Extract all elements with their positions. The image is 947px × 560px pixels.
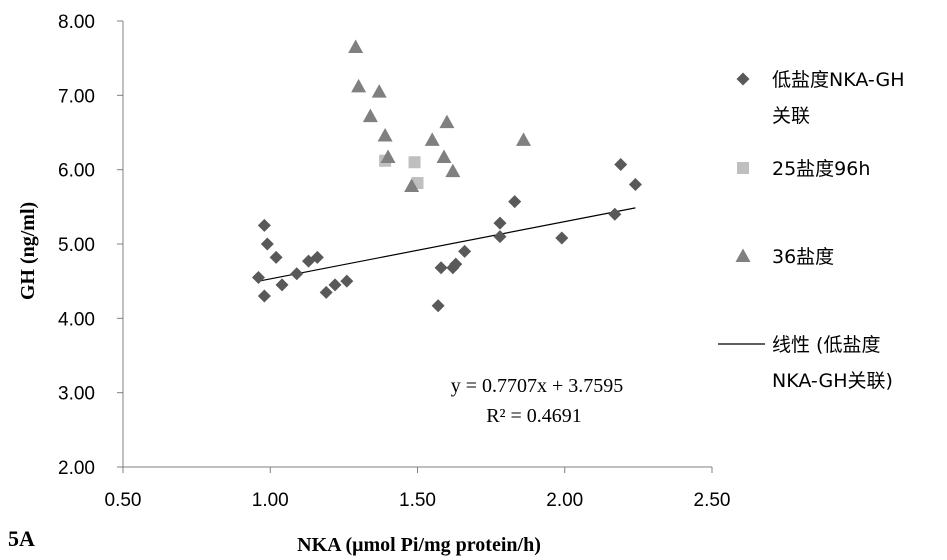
axes: 2.00 3.00 4.00 5.00 6.00 7.00 8.00 0.50 1.00 1.50… bbox=[58, 12, 730, 511]
x-tick-label: 0.50 bbox=[105, 490, 142, 511]
data-point-diamond bbox=[431, 299, 445, 313]
data-point-square bbox=[408, 156, 421, 169]
y-tick-label: 5.00 bbox=[58, 235, 95, 256]
y-tick-label: 7.00 bbox=[58, 86, 95, 107]
data-point-diamond bbox=[257, 218, 271, 232]
data-point-triangle bbox=[404, 178, 420, 193]
trendline-r-squared: R² = 0.4691 bbox=[486, 405, 582, 427]
data-point-diamond bbox=[328, 278, 342, 292]
data-point-diamond bbox=[319, 285, 333, 299]
data-point-diamond bbox=[508, 195, 522, 209]
legend-label: 36盐度 bbox=[772, 246, 834, 268]
y-tick-label: 2.00 bbox=[58, 458, 95, 479]
data-point-triangle bbox=[445, 163, 461, 178]
data-point-diamond bbox=[257, 289, 271, 303]
data-point-triangle bbox=[439, 114, 455, 129]
x-tick-label: 1.50 bbox=[399, 490, 436, 511]
panel-label: 5A bbox=[8, 526, 35, 551]
trendline bbox=[258, 207, 636, 282]
data-point-diamond bbox=[608, 207, 622, 221]
data-point-diamond bbox=[555, 231, 569, 245]
data-point-triangle bbox=[424, 132, 440, 146]
data-point-triangle bbox=[371, 84, 387, 98]
y-tick-label: 6.00 bbox=[58, 161, 95, 182]
legend-label: 关联 bbox=[772, 105, 810, 127]
data-point-diamond bbox=[493, 216, 507, 230]
data-point-diamond bbox=[434, 261, 448, 275]
data-point-diamond bbox=[290, 267, 304, 281]
y-tick-label: 4.00 bbox=[58, 309, 95, 330]
data-point-diamond bbox=[275, 278, 289, 292]
data-point-triangle bbox=[362, 108, 378, 123]
trendline-layer bbox=[258, 207, 636, 282]
data-point-diamond bbox=[269, 250, 283, 264]
data-point-triangle bbox=[348, 39, 364, 54]
y-axis-title: GH (ng/ml) bbox=[17, 202, 39, 300]
data-marks bbox=[251, 39, 642, 313]
x-tick-label: 2.00 bbox=[546, 490, 583, 511]
data-point-triangle bbox=[516, 132, 532, 146]
legend-label: 线性 (低盐度 bbox=[772, 334, 880, 356]
data-point-triangle bbox=[380, 149, 396, 164]
data-point-diamond bbox=[614, 157, 628, 171]
data-point-diamond bbox=[260, 237, 274, 251]
legend-marker-square bbox=[737, 162, 749, 174]
x-axis-title: NKA (μmol Pi/mg protein/h) bbox=[297, 534, 541, 556]
data-point-diamond bbox=[340, 274, 354, 288]
y-tick-label: 3.00 bbox=[58, 384, 95, 405]
data-point-diamond bbox=[310, 250, 324, 264]
legend-label: 25盐度96h bbox=[772, 158, 870, 180]
legend-marker-diamond bbox=[736, 72, 750, 86]
legend-label: NKA-GH关联) bbox=[772, 370, 893, 392]
data-point-diamond bbox=[251, 270, 265, 284]
data-point-triangle bbox=[377, 127, 393, 142]
data-point-diamond bbox=[493, 230, 507, 244]
x-tick-label: 1.00 bbox=[252, 490, 289, 511]
data-point-diamond bbox=[449, 257, 463, 271]
data-point-diamond bbox=[628, 178, 642, 192]
y-tick-label: 8.00 bbox=[58, 12, 95, 33]
x-tick-label: 2.50 bbox=[694, 490, 731, 511]
legend-label: 低盐度NKA-GH bbox=[772, 69, 904, 91]
data-point-triangle bbox=[436, 149, 452, 164]
legend-marker-triangle bbox=[735, 248, 751, 262]
data-point-diamond bbox=[458, 244, 472, 258]
data-point-triangle bbox=[351, 78, 367, 93]
trendline-equation: y = 0.7707x + 3.7595 bbox=[451, 375, 624, 397]
